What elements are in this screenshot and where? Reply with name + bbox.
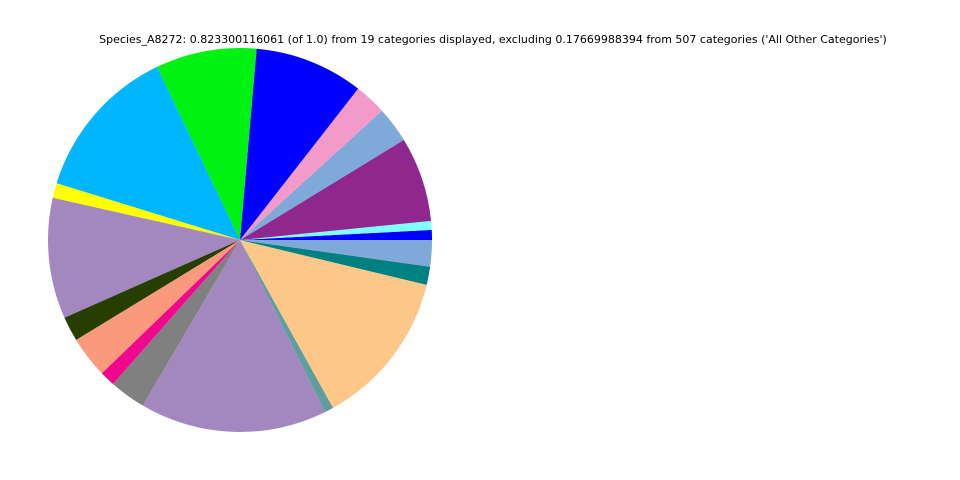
chart-title: Species_A8272: 0.823300116061 (of 1.0) f… [99,33,887,46]
pie-slice-2 [240,139,432,240]
pie-slice-10 [64,240,241,341]
pie-slice-17 [240,240,431,285]
pie-slice-18 [240,240,432,267]
pie-slice-0 [240,229,432,240]
pie-slice-13 [113,240,240,406]
pie-slice-3 [240,110,404,240]
pie-slice-5 [240,48,359,241]
pie-slice-11 [76,240,240,374]
pie-slice-1 [240,220,432,240]
pie-slice-16 [240,240,427,408]
pie-slice-7 [56,66,241,241]
pie-slice-6 [156,48,257,240]
pie-slice-9 [48,197,241,318]
pie-slice-14 [142,240,326,432]
pie-slice-15 [240,240,334,413]
pie-slice-8 [52,183,241,240]
pie-slice-12 [101,240,241,384]
pie-slice-4 [240,88,382,240]
